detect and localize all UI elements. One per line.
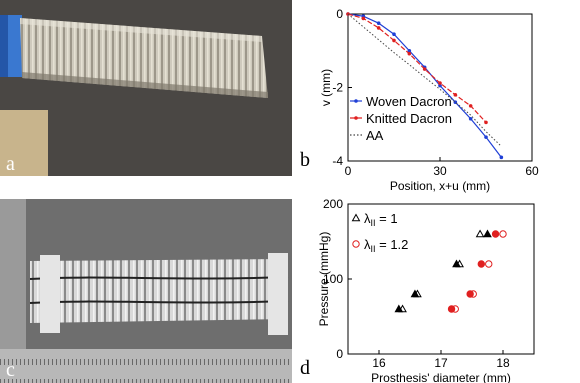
legend-marker-woven-dacron — [354, 99, 358, 103]
panel-label-b: b — [300, 149, 310, 171]
y-tick-label-d: 0 — [336, 347, 343, 361]
legend-marker-triangle — [351, 213, 361, 222]
data-point-open-triangle — [475, 229, 485, 238]
x-axis-label-b: Position, x+u (mm) — [390, 179, 490, 193]
y-tick-label-b: -4 — [332, 154, 343, 168]
series-line-knitted-dacron — [347, 13, 487, 123]
chart-panel-d: 16 17 18 0 100 200 λII = 1 λII = 1.2 Prosthesi… — [317, 197, 535, 383]
data-point-knitted-dacron — [484, 120, 488, 125]
knitted-graft-photo — [0, 199, 292, 383]
data-point-knitted-dacron — [407, 51, 412, 56]
legend-b: Woven Dacron Knitted Dacron AA — [350, 94, 452, 143]
data-point-knitted-dacron — [376, 26, 381, 30]
data-point-woven-dacron — [468, 116, 473, 121]
data-point-filled-triangle — [452, 259, 461, 268]
data-point-filled-circle — [447, 305, 456, 313]
data-point-filled-circle — [477, 260, 485, 268]
panel-label-d: d — [300, 357, 310, 379]
wooden-stand — [0, 110, 48, 176]
data-point-knitted-dacron — [392, 38, 396, 43]
data-point-woven-dacron — [438, 83, 442, 88]
y-tick-label-d: 200 — [323, 197, 343, 211]
x-tick-label-d: 16 — [372, 356, 386, 370]
plot-d-frame — [347, 203, 535, 355]
legend-d: λII = 1 λII = 1.2 — [351, 211, 408, 254]
x-tick-label-d: 18 — [496, 356, 510, 370]
y-tick-label-d: 100 — [323, 272, 343, 286]
panel-label-c: c — [6, 359, 15, 381]
x-tick-label-b: 0 — [345, 164, 352, 178]
legend-label-ii-1: λII = 1 — [364, 211, 398, 228]
data-point-open-circle — [485, 260, 493, 268]
data-point-filled-circle — [491, 230, 500, 238]
data-point-knitted-dacron — [438, 81, 442, 85]
series-line-aa — [347, 13, 502, 147]
left-clip — [40, 255, 60, 333]
data-point-filled-circle — [466, 290, 474, 298]
x-tick-label-d: 17 — [434, 356, 448, 370]
data-point-knitted-dacron — [468, 104, 473, 108]
legend-marker-circle — [352, 240, 360, 248]
data-point-knitted-dacron — [453, 93, 458, 97]
legend-marker-knitted-dacron — [354, 116, 358, 120]
data-point-filled-triangle — [410, 289, 420, 298]
data-point-woven-dacron — [407, 48, 412, 53]
data-point-woven-dacron — [484, 135, 488, 139]
data-point-woven-dacron — [376, 21, 381, 25]
data-point-open-circle — [499, 230, 507, 238]
x-tick-label-b: 60 — [525, 164, 539, 178]
x-axis-label-d: Prosthesis' diameter (mm) — [371, 371, 511, 383]
right-clip — [268, 253, 288, 335]
data-point-woven-dacron — [499, 155, 504, 160]
legend-label-ii-1-2: λII = 1.2 — [364, 237, 408, 254]
y-tick-label-b: -2 — [332, 81, 343, 95]
photo-panel-a: a — [0, 0, 292, 176]
legend-label-woven-dacron: Woven Dacron — [366, 94, 452, 109]
data-point-knitted-dacron — [422, 67, 427, 71]
data-point-filled-triangle — [483, 229, 492, 238]
photo-panel-c: c — [0, 199, 292, 383]
data-point-filled-triangle — [394, 304, 404, 313]
woven-graft-photo — [0, 0, 292, 176]
y-axis-label-d: Pressure (mmHg) — [317, 232, 331, 327]
data-point-knitted-dacron — [361, 16, 366, 21]
legend-label-knitted-dacron: Knitted Dacron — [366, 111, 452, 126]
y-axis-label-b: v (mm) — [319, 69, 333, 106]
x-tick-label-b: 30 — [433, 164, 447, 178]
y-tick-label-b: 0 — [336, 7, 343, 21]
knitted-graft-tube — [30, 259, 288, 323]
ruler — [0, 349, 292, 383]
data-point-woven-dacron — [392, 32, 396, 37]
legend-label-aa: AA — [366, 128, 384, 143]
panel-label-a: a — [6, 153, 15, 175]
